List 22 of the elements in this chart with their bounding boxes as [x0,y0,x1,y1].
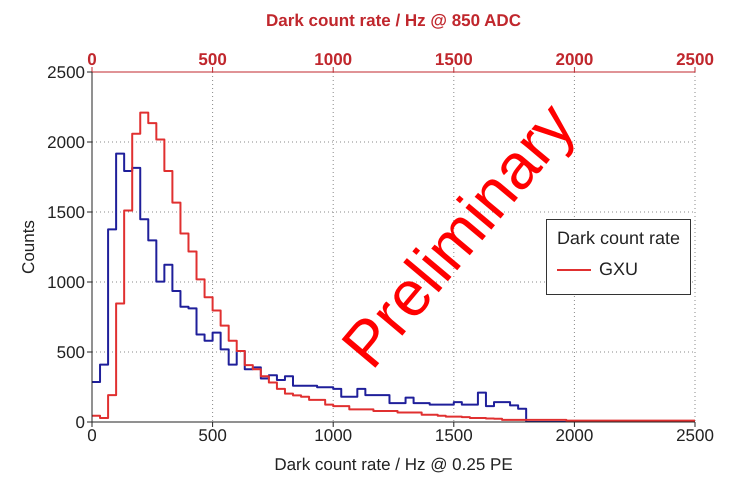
x2-tick-label: 1500 [434,426,473,446]
y-tick-label: 0 [76,413,85,432]
x2-tick-label: 2500 [676,426,714,446]
x2-tick-label: 500 [198,426,227,446]
x2-tick-label: 0 [87,426,97,446]
x-tick-label: 500 [198,50,227,69]
x-axis-title: Dark count rate / Hz @ 0.25 PE [274,455,513,474]
x2-tick-label: 1000 [314,426,352,446]
legend-label: GXU [598,259,638,280]
x2-axis-title: Dark count rate / Hz @ 850 ADC [266,11,521,30]
y-axis-title: Counts [19,220,38,274]
x-tick-label: 2000 [555,50,594,69]
y-tick-label: 2000 [47,133,85,152]
y-tick-label: 1000 [47,273,85,292]
x-tick-label: 0 [87,50,97,69]
x-tick-label: 2500 [676,50,714,69]
y-tick-label: 500 [56,343,85,362]
y-tick-label: 2500 [47,63,85,82]
x-tick-label: 1000 [314,50,352,69]
x-tick-label: 1500 [434,50,473,69]
y-tick-label: 1500 [47,203,85,222]
x2-tick-label: 2000 [555,426,594,446]
